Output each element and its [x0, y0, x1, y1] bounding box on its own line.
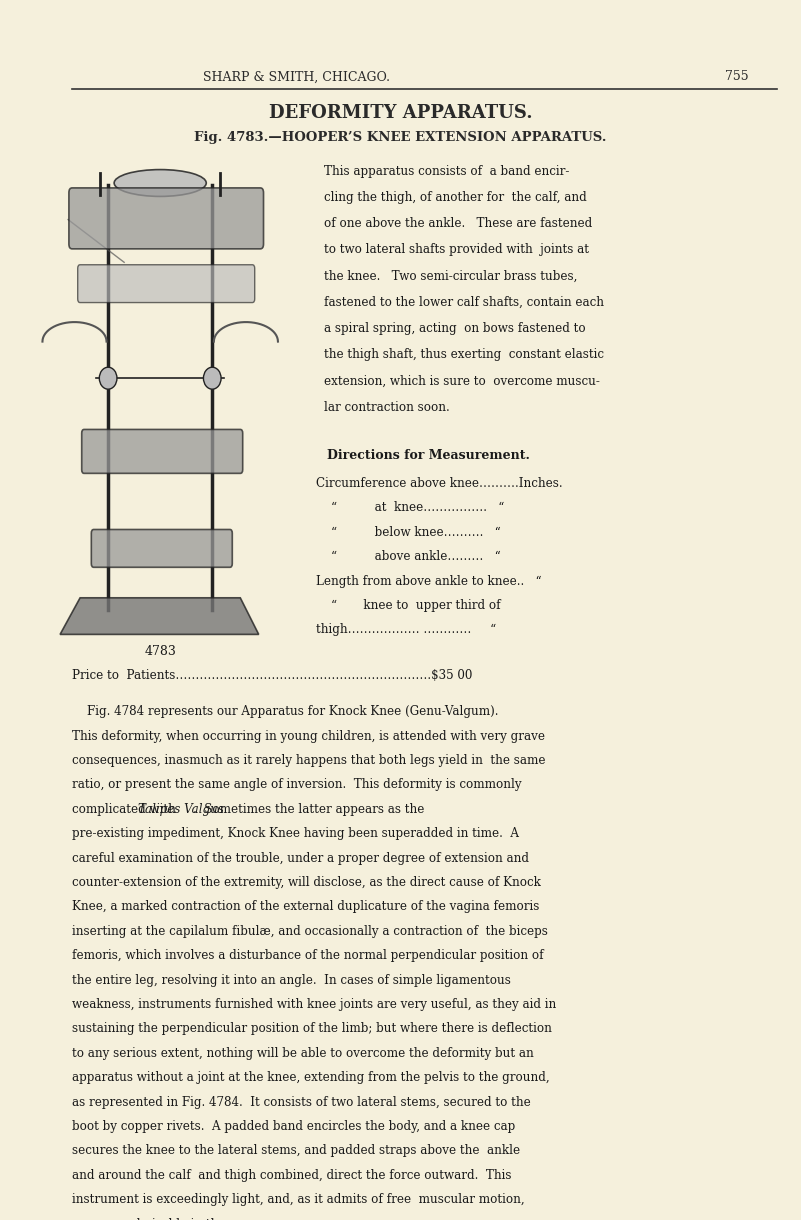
- FancyBboxPatch shape: [82, 429, 243, 473]
- Text: Knee, a marked contraction of the external duplicature of the vagina femoris: Knee, a marked contraction of the extern…: [72, 900, 539, 914]
- Text: SHARP & SMITH, CHICAGO.: SHARP & SMITH, CHICAGO.: [203, 71, 390, 83]
- FancyBboxPatch shape: [91, 529, 232, 567]
- Text: weakness, instruments furnished with knee joints are very useful, as they aid in: weakness, instruments furnished with kne…: [72, 998, 557, 1011]
- Text: Length from above ankle to knee..   “: Length from above ankle to knee.. “: [316, 575, 542, 588]
- Text: femoris, which involves a disturbance of the normal perpendicular position of: femoris, which involves a disturbance of…: [72, 949, 544, 963]
- Text: instrument is exceedingly light, and, as it admits of free  muscular motion,: instrument is exceedingly light, and, as…: [72, 1193, 525, 1207]
- Text: counter-extension of the extremity, will disclose, as the direct cause of Knock: counter-extension of the extremity, will…: [72, 876, 541, 889]
- Text: consequences, inasmuch as it rarely happens that both legs yield in  the same: consequences, inasmuch as it rarely happ…: [72, 754, 545, 767]
- Text: careful examination of the trouble, under a proper degree of extension and: careful examination of the trouble, unde…: [72, 852, 529, 865]
- FancyBboxPatch shape: [78, 265, 255, 303]
- Polygon shape: [60, 598, 259, 634]
- Text: apparatus without a joint at the knee, extending from the pelvis to the ground,: apparatus without a joint at the knee, e…: [72, 1071, 549, 1085]
- Ellipse shape: [115, 170, 207, 196]
- Text: Fig. 4783.—HOOPER’S KNEE EXTENSION APPARATUS.: Fig. 4783.—HOOPER’S KNEE EXTENSION APPAR…: [195, 132, 606, 144]
- Text: boot by copper rivets.  A padded band encircles the body, and a knee cap: boot by copper rivets. A padded band enc…: [72, 1120, 515, 1133]
- Text: This apparatus consists of  a band encir-: This apparatus consists of a band encir-: [324, 165, 570, 178]
- Text: Price to  Patients……………………………………………………….$35 00: Price to Patients……………………………………………………….$…: [72, 669, 473, 682]
- Text: inserting at the capilalum fibulæ, and occasionally a contraction of  the biceps: inserting at the capilalum fibulæ, and o…: [72, 925, 548, 938]
- Text: Talipes Valgus: Talipes Valgus: [138, 803, 224, 816]
- Text: .  Sometimes the latter appears as the: . Sometimes the latter appears as the: [192, 803, 424, 816]
- Text: secures the knee to the lateral stems, and padded straps above the  ankle: secures the knee to the lateral stems, a…: [72, 1144, 520, 1158]
- Text: of one above the ankle.   These are fastened: of one above the ankle. These are fasten…: [324, 217, 593, 231]
- Text: Fig. 4784 represents our Apparatus for Knock Knee (Genu-Valgum).: Fig. 4784 represents our Apparatus for K…: [72, 705, 498, 719]
- Ellipse shape: [99, 367, 117, 389]
- Text: Circumference above knee……….Inches.: Circumference above knee……….Inches.: [316, 477, 563, 490]
- Text: “       knee to  upper third of: “ knee to upper third of: [316, 599, 501, 612]
- Text: sustaining the perpendicular position of the limb; but where there is deflection: sustaining the perpendicular position of…: [72, 1022, 552, 1036]
- Text: to any serious extent, nothing will be able to overcome the deformity but an: to any serious extent, nothing will be a…: [72, 1047, 533, 1060]
- FancyBboxPatch shape: [69, 188, 264, 249]
- Text: the thigh shaft, thus exerting  constant elastic: the thigh shaft, thus exerting constant …: [324, 349, 605, 361]
- Text: “          below knee……….   “: “ below knee………. “: [316, 526, 501, 539]
- Text: complicated with: complicated with: [72, 803, 179, 816]
- Text: a spiral spring, acting  on bows fastened to: a spiral spring, acting on bows fastened…: [324, 322, 586, 336]
- Text: pre-existing impediment, Knock Knee having been superadded in time.  A: pre-existing impediment, Knock Knee havi…: [72, 827, 519, 841]
- Text: “          at  knee…………….   “: “ at knee……………. “: [316, 501, 505, 515]
- Text: extension, which is sure to  overcome muscu-: extension, which is sure to overcome mus…: [324, 375, 600, 388]
- Text: This deformity, when occurring in young children, is attended with very grave: This deformity, when occurring in young …: [72, 730, 545, 743]
- Text: Directions for Measurement.: Directions for Measurement.: [327, 449, 530, 462]
- Ellipse shape: [203, 367, 221, 389]
- Text: the entire leg, resolving it into an angle.  In cases of simple ligamentous: the entire leg, resolving it into an ang…: [72, 974, 511, 987]
- Text: 4783: 4783: [144, 645, 176, 658]
- Text: DEFORMITY APPARATUS.: DEFORMITY APPARATUS.: [268, 105, 533, 122]
- Text: lar contraction soon.: lar contraction soon.: [324, 400, 450, 414]
- Text: fastened to the lower calf shafts, contain each: fastened to the lower calf shafts, conta…: [324, 295, 605, 309]
- Text: ratio, or present the same angle of inversion.  This deformity is commonly: ratio, or present the same angle of inve…: [72, 778, 521, 792]
- Text: cling the thigh, of another for  the calf, and: cling the thigh, of another for the calf…: [324, 192, 587, 204]
- Text: to two lateral shafts provided with  joints at: to two lateral shafts provided with join…: [324, 244, 590, 256]
- Text: answers admirably in these cases.: answers admirably in these cases.: [72, 1218, 280, 1220]
- Text: the knee.   Two semi-circular brass tubes,: the knee. Two semi-circular brass tubes,: [324, 270, 578, 283]
- Text: thigh……………… …………     “: thigh……………… ………… “: [316, 623, 497, 637]
- Text: 755: 755: [725, 71, 749, 83]
- Text: and around the calf  and thigh combined, direct the force outward.  This: and around the calf and thigh combined, …: [72, 1169, 512, 1182]
- Text: “          above ankle………   “: “ above ankle……… “: [316, 550, 501, 564]
- Text: as represented in Fig. 4784.  It consists of two lateral stems, secured to the: as represented in Fig. 4784. It consists…: [72, 1096, 531, 1109]
